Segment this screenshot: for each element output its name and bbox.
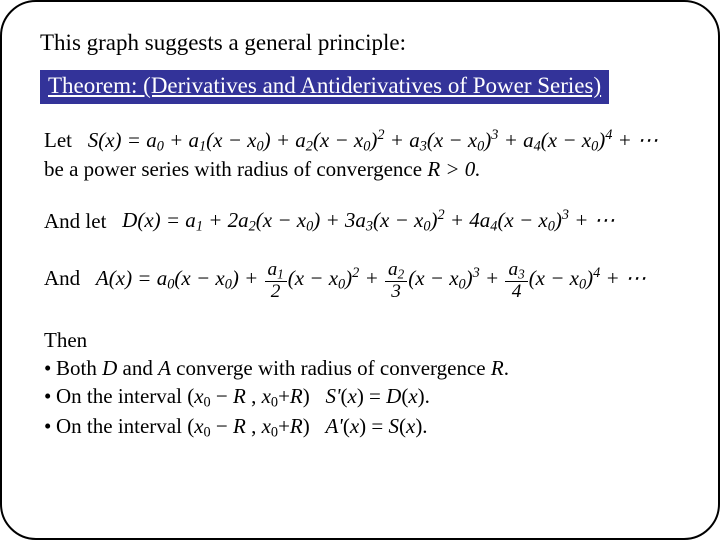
slide-frame: This graph suggests a general principle:… [0, 0, 720, 540]
intro-text: This graph suggests a general principle: [40, 30, 688, 56]
bullet-1: •Both D and A converge with radius of co… [44, 355, 676, 382]
andlet-label: And let [44, 208, 106, 232]
then-block: Then •Both D and A converge with radius … [44, 327, 676, 441]
andlet-row: And let D(x) = a1 + 2a2(x − x0) + 3a3(x … [44, 207, 676, 237]
bullet-2: •On the interval (x0 − R , x0+R) S'(x) =… [44, 383, 676, 412]
D-formula: D(x) = a1 + 2a2(x − x0) + 3a3(x − x0)2 +… [122, 208, 615, 232]
then-label: Then [44, 327, 676, 354]
A-formula: A(x) = a0(x − x0) + a12(x − x0)2 + a23(x… [96, 266, 646, 290]
S-formula: S(x) = a0 + a1(x − x0) + a2(x − x0)2 + a… [88, 128, 658, 152]
let-row: Let S(x) = a0 + a1(x − x0) + a2(x − x0)2… [44, 126, 676, 183]
let-label: Let [44, 128, 72, 152]
let-tail-R: R > 0. [427, 157, 480, 181]
bullet-3: •On the interval (x0 − R , x0+R) A'(x) =… [44, 413, 676, 442]
let-tail: be a power series with radius of converg… [44, 157, 427, 181]
and-row: And A(x) = a0(x − x0) + a12(x − x0)2 + a… [44, 260, 676, 301]
theorem-heading: Theorem: (Derivatives and Antiderivative… [40, 70, 609, 104]
theorem-body: Let S(x) = a0 + a1(x − x0) + a2(x − x0)2… [44, 126, 676, 441]
and-label: And [44, 266, 80, 290]
